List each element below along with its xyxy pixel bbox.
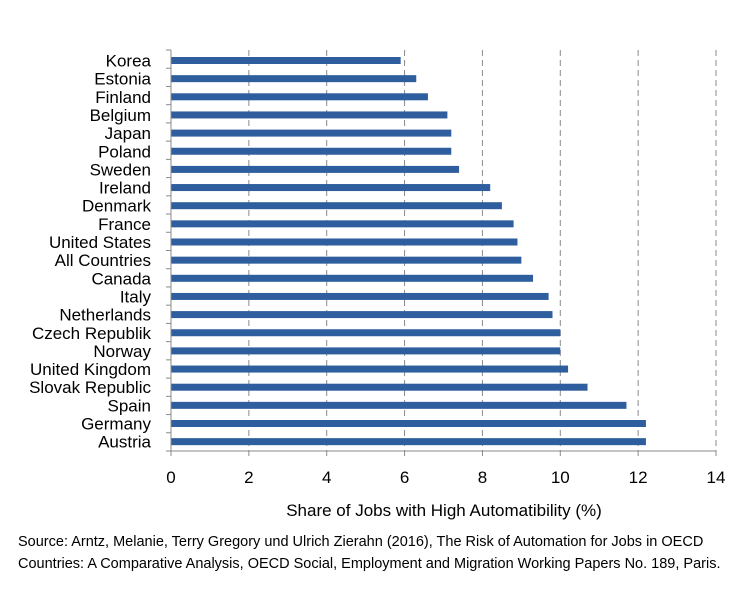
bar	[171, 383, 588, 391]
bar	[171, 93, 428, 101]
category-label: United States	[49, 233, 151, 252]
bar	[171, 238, 518, 246]
bar	[171, 57, 401, 64]
bar	[171, 111, 448, 119]
category-label: Japan	[105, 124, 151, 143]
bar	[171, 165, 460, 173]
bar	[171, 292, 549, 300]
category-label: Finland	[95, 88, 151, 107]
axes	[166, 49, 717, 456]
category-label: Germany	[81, 415, 151, 434]
bar	[171, 129, 452, 137]
x-tick-label: 6	[400, 468, 409, 487]
category-label: Belgium	[90, 106, 151, 125]
bar	[171, 184, 491, 192]
category-label: Poland	[98, 142, 151, 161]
x-tick-label: 14	[707, 468, 726, 487]
x-axis-title: Share of Jobs with High Automatibility (…	[286, 501, 602, 520]
bar	[171, 202, 502, 210]
x-tick-label: 4	[322, 468, 331, 487]
category-label: Sweden	[90, 160, 151, 179]
category-label: United Kingdom	[30, 360, 151, 379]
category-label: Spain	[108, 396, 151, 415]
category-label: Italy	[120, 287, 152, 306]
x-tick-label: 10	[551, 468, 570, 487]
bar	[171, 365, 569, 373]
bar	[171, 220, 514, 228]
bar	[171, 401, 627, 409]
category-label: Estonia	[94, 70, 151, 89]
bar	[171, 274, 534, 282]
category-label: Czech Republik	[32, 324, 152, 343]
category-label: Slovak Republic	[29, 378, 151, 397]
bar	[171, 438, 646, 446]
bar-chart: KoreaEstoniaFinlandBelgiumJapanPolandSwe…	[29, 49, 725, 520]
bar	[171, 329, 561, 337]
bar	[171, 75, 417, 83]
bar	[171, 311, 553, 319]
category-label: Netherlands	[59, 306, 151, 325]
source-note: Source: Arntz, Melanie, Terry Gregory un…	[18, 534, 721, 572]
x-tick-label: 8	[478, 468, 487, 487]
bar	[171, 147, 452, 155]
category-label: Austria	[98, 433, 151, 452]
x-tick-label: 12	[629, 468, 648, 487]
category-label: Denmark	[82, 197, 151, 216]
category-labels: KoreaEstoniaFinlandBelgiumJapanPolandSwe…	[29, 52, 151, 452]
bar	[171, 256, 522, 264]
category-label: All Countries	[55, 251, 151, 270]
category-label: Korea	[106, 52, 152, 71]
bar	[171, 347, 561, 355]
category-label: France	[98, 215, 151, 234]
bar	[171, 420, 646, 427]
x-tick-label: 2	[244, 468, 253, 487]
category-label: Ireland	[99, 179, 151, 198]
x-tick-label: 0	[166, 468, 175, 487]
category-label: Norway	[93, 342, 151, 361]
bars	[171, 57, 646, 446]
tick-labels: 0 2 4 6 8 10 12 14	[166, 468, 725, 487]
category-label: Canada	[91, 269, 151, 288]
gridlines	[248, 50, 717, 451]
